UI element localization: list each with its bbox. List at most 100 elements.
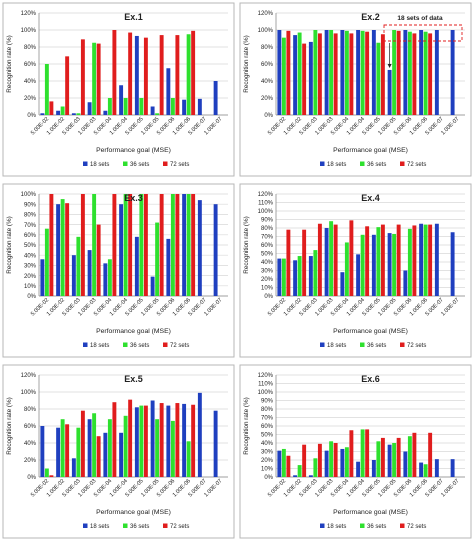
bar-18-sets [340,448,345,477]
bar-18-sets [103,263,108,296]
legend: 18 sets 36 sets 72 sets [320,523,426,530]
bar-18-sets [87,419,92,477]
bar-18-sets [71,113,76,115]
bar-72-sets [143,194,148,296]
bar-36-sets [60,419,65,477]
y-tick-label: 40% [261,260,274,266]
bar-18-sets [387,233,392,296]
bar-72-sets [65,424,70,477]
bar-18-sets [434,459,439,477]
bar-72-sets [191,194,196,296]
bar-72-sets [396,437,401,477]
bar-72-sets [191,30,196,116]
legend-label: 18 sets [327,524,346,530]
bar-36-sets [423,224,428,296]
bar-36-sets [76,113,81,115]
bar-72-sets [286,455,291,477]
bar-18-sets [166,405,171,477]
y-axis-label: Recognition rate (%) [6,397,13,454]
y-tick-label: 10% [24,284,37,290]
legend-swatch [83,161,88,166]
bar-72-sets [428,224,433,296]
bar-72-sets [128,32,133,115]
bar-18-sets [419,30,424,115]
x-axis-label: Performance goal (MSE) [96,147,171,154]
legend-swatch [163,523,168,528]
legend-swatch [360,523,365,528]
bar-18-sets [197,98,202,115]
bar-36-sets [123,415,128,477]
y-tick-label: 100% [21,192,37,198]
bar-18-sets [166,68,171,115]
y-tick-label: 50% [261,252,274,258]
legend-swatch [163,342,168,347]
y-tick-label: 10% [261,286,274,292]
y-tick-label: 80% [261,45,274,51]
bar-72-sets [396,224,401,296]
legend-label: 72 sets [407,343,426,349]
legend-label: 18 sets [90,162,109,168]
bar-18-sets [293,35,298,115]
y-tick-label: 80% [24,407,37,413]
y-tick-label: 20% [261,96,274,102]
bar-18-sets [324,450,329,477]
y-tick-label: 40% [24,79,37,85]
legend-swatch [400,523,405,528]
chart-panel-6: 0% 10% 20% 30% 40% 50% 60% 70% 80% 90% 100% 110% 120… [239,364,472,539]
bar-72-sets [428,33,433,115]
bar-72-sets [396,30,401,116]
bar-36-sets [92,413,97,477]
bar-72-sets [65,203,70,296]
y-tick-label: 110% [258,201,274,207]
y-tick-label: 50% [24,243,37,249]
bar-36-sets [44,64,49,115]
bar-72-sets [49,475,54,477]
bar-18-sets [119,85,124,115]
y-tick-label: 20% [261,458,274,464]
y-axis-label: Recognition rate (%) [243,35,250,92]
bar-72-sets [317,443,322,477]
bar-18-sets [134,407,139,477]
y-tick-label: 40% [261,441,274,447]
bar-18-sets [356,30,361,115]
legend-swatch [320,342,325,347]
y-tick-label: 120% [21,373,37,379]
bar-36-sets [392,443,397,477]
x-axis-label: Performance goal (MSE) [333,147,408,154]
bar-36-sets [376,441,381,477]
bar-36-sets [170,98,175,115]
bar-36-sets [376,42,381,115]
bar-72-sets [191,404,196,477]
y-tick-label: 100% [258,209,274,215]
y-tick-label: 0% [27,475,36,481]
legend-label: 36 sets [367,162,386,168]
y-tick-label: 100% [21,28,37,34]
bar-18-sets [182,99,187,115]
bar-36-sets [344,242,349,296]
y-tick-label: 80% [261,226,274,232]
bar-36-sets [139,405,144,477]
bar-72-sets [333,443,338,477]
annotation-box [383,24,463,42]
chart-panel-3: 0%10%20%30%40%50%60%70%80%90%100%5.00E-0… [2,183,235,358]
bar-72-sets [317,223,322,296]
bar-72-sets [96,43,101,115]
bar-18-sets [371,234,376,296]
chart-title: Ex.4 [361,193,380,203]
bar-72-sets [349,33,354,115]
legend-label: 36 sets [130,524,149,530]
bar-36-sets [92,194,97,296]
bar-36-sets [44,228,49,296]
y-tick-label: 0% [27,294,36,300]
legend-label: 18 sets [327,162,346,168]
bar-72-sets [412,225,417,296]
legend-swatch [360,342,365,347]
legend: 18 sets 36 sets 72 sets [320,342,426,349]
legend-swatch [400,161,405,166]
bar-18-sets [403,30,408,115]
y-tick-label: 100% [258,390,274,396]
y-tick-label: 60% [261,243,274,249]
bar-18-sets [119,204,124,296]
bar-18-sets [56,110,61,115]
legend-label: 36 sets [367,343,386,349]
